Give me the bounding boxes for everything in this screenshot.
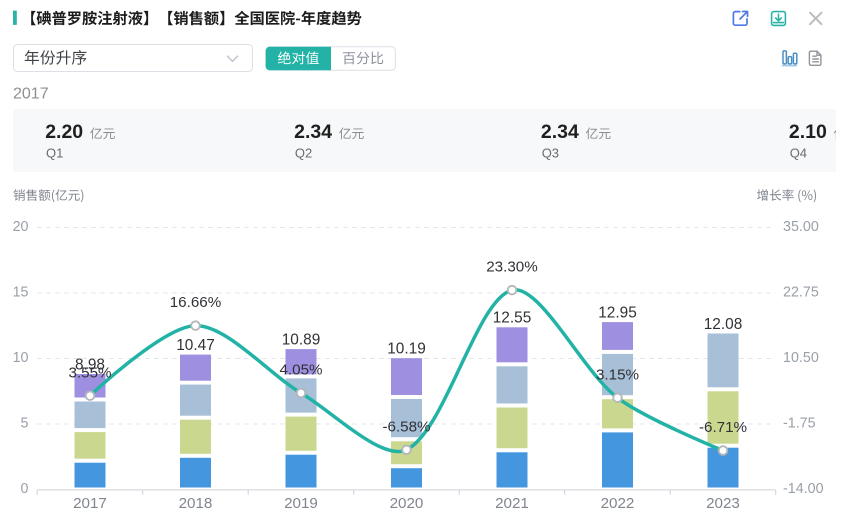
svg-text:-14.00: -14.00 (783, 481, 824, 497)
svg-text:Q1: Q1 (46, 145, 63, 160)
svg-text:20: 20 (13, 219, 29, 235)
svg-text:-6.71%: -6.71% (699, 419, 747, 436)
svg-text:4.05%: 4.05% (279, 362, 322, 379)
svg-text:Q2: Q2 (295, 145, 312, 160)
svg-text:Q3: Q3 (542, 145, 559, 160)
svg-text:23.30%: 23.30% (486, 259, 538, 276)
svg-text:2.34: 2.34 (294, 121, 332, 143)
svg-text:12.95: 12.95 (598, 305, 637, 322)
svg-text:16.66%: 16.66% (170, 294, 222, 311)
svg-text:10.47: 10.47 (176, 337, 215, 354)
svg-text:22.75: 22.75 (783, 284, 819, 300)
svg-text:15: 15 (13, 284, 29, 300)
svg-text:3.15%: 3.15% (596, 366, 639, 383)
svg-text:-6.58%: -6.58% (382, 418, 430, 435)
svg-text:2021: 2021 (495, 495, 529, 512)
svg-text:Q4: Q4 (790, 145, 807, 160)
svg-text:3.55%: 3.55% (68, 364, 111, 381)
svg-text:5: 5 (21, 415, 29, 431)
svg-text:0: 0 (21, 481, 29, 497)
svg-text:2019: 2019 (284, 495, 318, 512)
svg-text:2022: 2022 (601, 495, 635, 512)
svg-text:10.19: 10.19 (387, 341, 426, 358)
svg-text:-1.75: -1.75 (783, 415, 816, 431)
svg-text:10.89: 10.89 (282, 332, 321, 349)
svg-text:2018: 2018 (179, 495, 213, 512)
svg-text:12.08: 12.08 (704, 316, 743, 333)
svg-text:2.10: 2.10 (789, 121, 827, 143)
svg-text:2017: 2017 (73, 495, 107, 512)
svg-text:10: 10 (13, 350, 29, 366)
svg-text:2020: 2020 (390, 495, 424, 512)
svg-text:10.50: 10.50 (783, 350, 819, 366)
svg-text:2.34: 2.34 (541, 121, 579, 143)
svg-text:2023: 2023 (706, 495, 740, 512)
svg-text:8.98: 8.98 (75, 356, 105, 373)
svg-text:2017: 2017 (13, 85, 49, 102)
svg-text:35.00: 35.00 (783, 219, 819, 235)
svg-text:2.20: 2.20 (45, 121, 83, 143)
svg-text:12.55: 12.55 (493, 310, 532, 327)
